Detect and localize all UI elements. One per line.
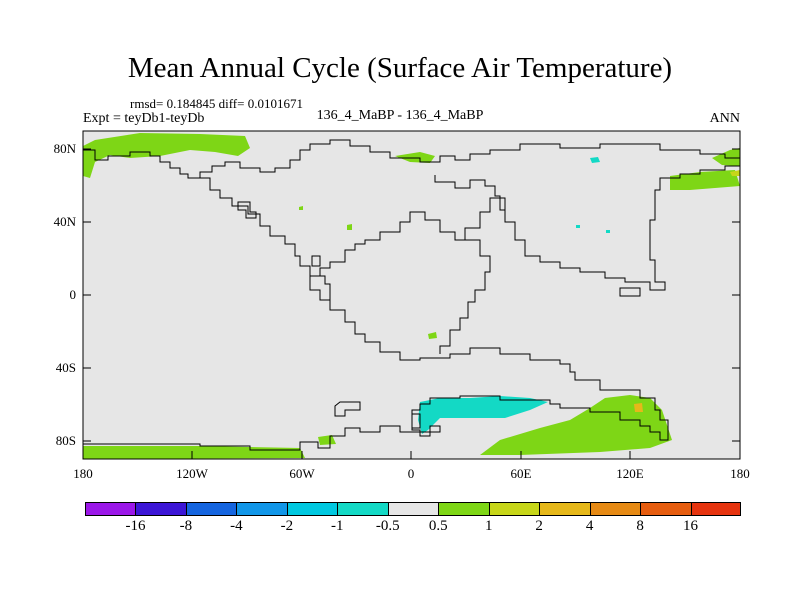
y-tick-label: 40S xyxy=(55,360,76,375)
colorbar-swatch xyxy=(236,502,288,516)
colorbar-label: -2 xyxy=(280,518,294,534)
colorbar-label: -4 xyxy=(230,518,243,534)
patch-pacific-cold xyxy=(606,230,610,233)
colorbar-swatch xyxy=(690,502,741,516)
plot-title: Mean Annual Cycle (Surface Air Temperatu… xyxy=(127,52,673,84)
island-tethys xyxy=(619,287,641,297)
patch-antarctica-small xyxy=(318,435,336,445)
y-tick-label: 80S xyxy=(55,433,76,448)
colorbar-label: 8 xyxy=(636,518,644,534)
patch-indian-cold xyxy=(576,225,580,228)
colorbar-swatch xyxy=(135,502,187,516)
colorbar-swatch xyxy=(85,502,137,516)
patch-strong-positive xyxy=(634,403,643,412)
colorbar xyxy=(85,502,741,516)
patch-pacific-small xyxy=(299,206,303,210)
experiment-label: Expt = teyDb1-teyDb xyxy=(83,111,205,126)
y-tick-label: 0 xyxy=(69,287,77,302)
y-tick-label: 40N xyxy=(53,214,76,229)
colorbar-swatch xyxy=(589,502,642,516)
colorbar-label: 16 xyxy=(683,518,699,534)
colorbar-label: -16 xyxy=(125,518,146,534)
colorbar-swatch xyxy=(640,502,692,516)
x-tick-label: 180 xyxy=(730,466,750,481)
patch-antarctica-east xyxy=(480,395,672,455)
patch-antarctica-south xyxy=(83,446,305,459)
colorbar-swatch xyxy=(185,502,238,516)
x-tick-label: 120W xyxy=(176,466,208,481)
stats-label: rmsd= 0.184845 diff= 0.0101671 xyxy=(130,96,303,111)
colorbar-label: -1 xyxy=(331,518,344,534)
coast-north-america-west xyxy=(200,177,506,277)
island-antarctic-west xyxy=(334,401,361,417)
colorbar-label: -0.5 xyxy=(375,518,400,534)
patch-arctic-cold xyxy=(590,157,600,163)
patch-north-america-arctic xyxy=(83,133,250,178)
colorbar-label: 2 xyxy=(535,518,543,534)
coast-laurasia-north xyxy=(83,139,740,179)
colorbar-swatch xyxy=(337,502,389,516)
negative-anomaly-patches xyxy=(418,157,610,434)
island-atlantic xyxy=(311,255,321,267)
colorbar-label: 0.5 xyxy=(428,518,448,534)
coast-gondwana xyxy=(83,276,669,451)
patch-yellow-east xyxy=(730,170,740,176)
coast-africa-india xyxy=(439,239,491,354)
x-tick-label: 60E xyxy=(510,466,532,481)
colorbar-label: 4 xyxy=(585,518,594,534)
coastlines xyxy=(83,139,740,451)
colorbar-label: 1 xyxy=(484,518,493,534)
tick-marks xyxy=(83,148,740,459)
coast-west-interior xyxy=(320,275,331,300)
island-north-pacific xyxy=(237,201,257,219)
patch-siberia-east xyxy=(670,170,740,190)
patch-arctic-east xyxy=(712,148,740,166)
colorbar-swatch xyxy=(387,502,440,516)
x-tick-label: 0 xyxy=(407,466,415,481)
island-antarctic-ross xyxy=(411,413,421,429)
patch-south-atlantic xyxy=(428,332,437,339)
colorbar-swatch xyxy=(438,502,490,516)
run-label: 136_4_MaBP - 136_4_MaBP xyxy=(316,108,484,123)
colorbar-swatch xyxy=(286,502,339,516)
colorbar-swatch xyxy=(539,502,591,516)
colorbar-swatch xyxy=(488,502,541,516)
patch-antarctica-cold xyxy=(418,396,548,434)
patch-atlantic-small xyxy=(347,224,352,230)
y-tick-label: 80N xyxy=(53,141,76,156)
colorbar-label: -8 xyxy=(179,518,193,534)
x-tick-label: 60W xyxy=(289,466,315,481)
season-label: ANN xyxy=(709,111,740,126)
coast-east-asia xyxy=(434,165,740,291)
x-tick-label: 120E xyxy=(616,466,644,481)
x-tick-label: 180 xyxy=(73,466,93,481)
